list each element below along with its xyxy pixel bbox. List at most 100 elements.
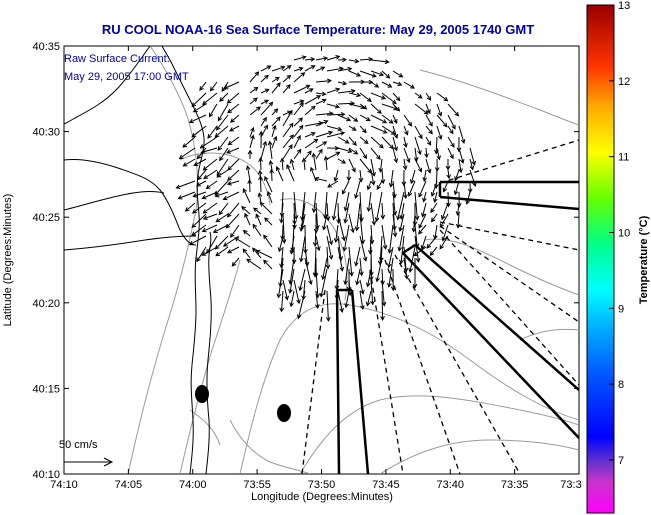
current-vector-head: [319, 292, 325, 298]
current-vector-head: [310, 56, 316, 62]
current-vector-head: [387, 282, 392, 288]
current-vector-head: [442, 122, 448, 128]
current-vector: [392, 147, 398, 163]
current-vector-head: [342, 80, 348, 86]
current-vector: [271, 125, 276, 138]
x-axis-ticks: 74:10 74:05 74:00 73:55 73:50 73:45 73:40 73:35…: [50, 46, 582, 491]
current-vector: [315, 235, 320, 251]
current-vector-head: [362, 128, 367, 134]
current-vector: [400, 235, 405, 264]
current-vector-head: [346, 116, 352, 122]
current-vector-head: [296, 134, 301, 140]
current-vector: [381, 224, 387, 249]
current-vector: [376, 257, 383, 282]
current-vector: [426, 235, 438, 249]
current-vector: [414, 235, 419, 262]
current-vector-head: [441, 236, 447, 242]
current-vector-head: [192, 193, 198, 198]
current-vector-head: [201, 251, 207, 256]
current-vector-head: [193, 161, 199, 166]
current-vector: [315, 99, 327, 105]
current-vector: [304, 150, 312, 160]
current-vector-head: [382, 119, 388, 124]
current-vector: [392, 136, 398, 151]
current-vector: [442, 224, 449, 241]
current-vector: [454, 180, 460, 195]
current-vector-head: [402, 165, 408, 171]
current-vector: [241, 206, 251, 215]
current-vector-head: [455, 211, 461, 217]
current-vector: [370, 158, 375, 176]
current-vector: [370, 169, 375, 185]
current-vector: [271, 116, 281, 127]
current-vector: [435, 169, 438, 188]
current-vector: [414, 92, 423, 99]
current-vector: [370, 114, 387, 124]
current-vector: [413, 213, 416, 232]
current-vector-head: [177, 195, 183, 200]
current-vector-head: [262, 116, 267, 122]
current-vector: [370, 92, 386, 100]
current-vector-head: [272, 124, 277, 130]
current-vector: [403, 180, 407, 199]
current-vector: [359, 136, 369, 144]
current-vector: [337, 147, 352, 153]
current-vector: [249, 127, 254, 138]
current-vector: [403, 147, 410, 163]
current-vector-head: [340, 112, 346, 117]
current-vector: [315, 66, 325, 72]
current-vector-head: [354, 261, 359, 267]
current-vector-head: [227, 140, 233, 146]
current-vector-head: [229, 127, 235, 132]
current-vector-head: [264, 74, 269, 80]
current-vector: [355, 180, 361, 199]
current-vector: [359, 103, 367, 110]
current-vector-head: [266, 190, 272, 196]
current-vector-head: [256, 106, 261, 111]
current-vector: [300, 235, 306, 262]
current-vector: [315, 141, 327, 149]
current-vector: [183, 158, 196, 167]
current-vector: [315, 268, 319, 298]
y-tick-label: 40:25: [32, 212, 60, 224]
x-tick-label: 73:50: [308, 479, 336, 491]
current-vector-head: [291, 259, 297, 265]
current-vector-head: [264, 99, 270, 104]
current-vector: [260, 102, 273, 116]
current-vector-head: [191, 132, 197, 138]
current-vector-head: [264, 88, 270, 93]
current-vector-head: [258, 130, 264, 136]
current-vector: [425, 147, 428, 158]
current-vector-head: [395, 106, 401, 112]
current-vector: [293, 135, 301, 149]
y-axis-ticks: 40:35 40:30 40:25 40:20 40:15 40:10: [32, 41, 579, 481]
current-vector-head: [175, 184, 181, 189]
current-vector: [182, 136, 196, 148]
current-vector: [256, 250, 273, 259]
current-vector: [293, 72, 305, 83]
current-vector: [344, 191, 350, 211]
current-vector: [216, 114, 229, 131]
current-vector: [457, 202, 460, 216]
current-vector: [469, 169, 476, 187]
current-vector-head: [323, 120, 329, 125]
current-vector-head: [316, 95, 322, 100]
current-vector: [200, 136, 218, 149]
current-vector: [418, 224, 427, 235]
current-vector: [370, 136, 384, 149]
current-vector: [297, 290, 306, 319]
current-vector-head: [274, 76, 280, 82]
current-vector: [304, 257, 312, 285]
bathymetry-contours: [127, 46, 579, 474]
current-vector: [191, 125, 207, 138]
current-vector-head: [244, 212, 249, 218]
current-vector-head: [343, 218, 349, 224]
current-vector: [403, 114, 412, 127]
current-vector-head: [321, 275, 326, 281]
current-vector: [398, 224, 405, 251]
current-vector: [228, 136, 240, 146]
current-vector-head: [314, 304, 320, 310]
current-vector-head: [276, 293, 282, 299]
current-vector: [359, 58, 373, 61]
current-vector-head: [310, 105, 316, 111]
